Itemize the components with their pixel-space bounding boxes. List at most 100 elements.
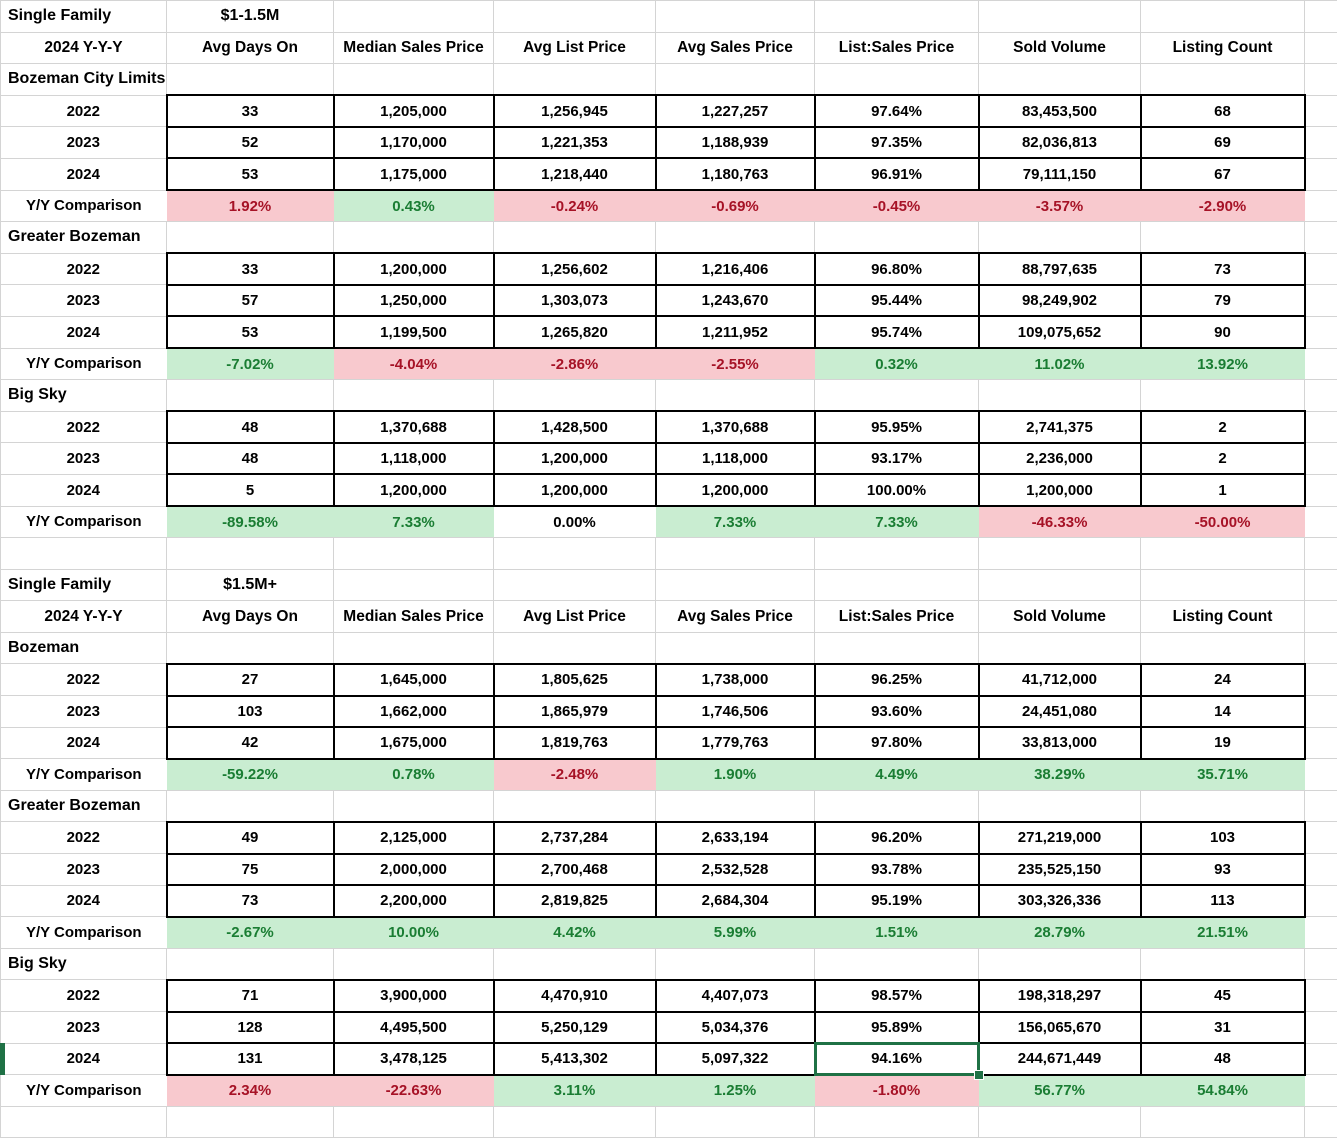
table-title[interactable]: Single Family [0,568,167,602]
column-header[interactable]: List:Sales Price [814,31,979,65]
empty-cell[interactable] [978,568,1141,602]
value-cell[interactable]: 2 [1139,410,1306,444]
empty-cell[interactable] [655,63,815,96]
empty-cell[interactable] [814,221,979,254]
value-cell[interactable]: 94.16% [813,1042,980,1076]
comparison-cell[interactable]: 1.25% [655,1074,815,1107]
empty-cell[interactable] [1140,379,1305,412]
empty-cell[interactable] [1304,221,1337,254]
value-cell[interactable]: 1,227,257 [654,94,816,128]
value-cell[interactable]: 41,712,000 [977,662,1142,697]
value-cell[interactable]: 69 [1139,125,1306,160]
value-cell[interactable]: 88,797,635 [977,252,1142,286]
empty-cell[interactable] [655,947,815,981]
comparison-cell[interactable]: -2.55% [655,347,815,381]
comparison-cell[interactable]: -46.33% [978,505,1141,539]
value-cell[interactable]: 1,118,000 [332,441,495,476]
value-cell[interactable]: 53 [165,157,335,192]
comparison-cell[interactable]: -2.90% [1140,189,1305,223]
value-cell[interactable]: 5,250,129 [492,1010,657,1045]
value-cell[interactable]: 67 [1139,157,1306,192]
empty-cell[interactable] [1304,600,1337,633]
empty-cell[interactable] [1304,631,1337,665]
column-header[interactable]: Avg Sales Price [655,31,815,65]
comparison-cell[interactable]: -50.00% [1140,505,1305,539]
empty-cell[interactable] [814,947,979,981]
value-cell[interactable]: 95.95% [813,410,980,444]
value-cell[interactable]: 1,428,500 [492,410,657,444]
empty-cell[interactable] [1140,568,1305,602]
section-label[interactable]: Greater Bozeman [0,221,167,254]
section-label[interactable]: Bozeman [0,631,167,665]
value-cell[interactable]: 68 [1139,94,1306,128]
empty-cell[interactable] [655,379,815,412]
price-range-label[interactable]: $1-1.5M [166,0,334,33]
value-cell[interactable]: 2,532,528 [654,852,816,887]
empty-cell[interactable] [166,63,334,96]
value-cell[interactable]: 49 [165,820,335,855]
comparison-cell[interactable]: 56.77% [978,1074,1141,1107]
column-header[interactable]: Sold Volume [978,31,1141,65]
value-cell[interactable]: 3,900,000 [332,978,495,1013]
empty-cell[interactable] [1304,442,1337,475]
empty-cell[interactable] [333,947,494,981]
empty-cell[interactable] [978,789,1141,823]
empty-cell[interactable] [978,947,1141,981]
column-header[interactable]: Avg Sales Price [655,600,815,633]
value-cell[interactable]: 79 [1139,283,1306,318]
value-cell[interactable]: 24,451,080 [977,694,1142,729]
empty-cell[interactable] [1304,884,1337,918]
empty-cell[interactable] [493,537,656,570]
price-range-label[interactable]: $1.5M+ [166,568,334,602]
value-cell[interactable]: 2,200,000 [332,884,495,918]
empty-cell[interactable] [1304,157,1337,191]
empty-cell[interactable] [0,537,167,570]
value-cell[interactable]: 2,684,304 [654,884,816,918]
comparison-cell[interactable]: -2.67% [166,916,334,949]
value-cell[interactable]: 1,200,000 [332,252,495,286]
value-cell[interactable]: 53 [165,315,335,350]
column-header[interactable]: Listing Count [1140,31,1305,65]
comparison-cell[interactable]: 38.29% [978,758,1141,791]
empty-cell[interactable] [1304,1105,1337,1138]
comparison-cell[interactable]: -1.80% [814,1074,979,1107]
empty-cell[interactable] [1304,126,1337,159]
value-cell[interactable]: 1,170,000 [332,125,495,160]
empty-cell[interactable] [655,789,815,823]
value-cell[interactable]: 1,211,952 [654,315,816,350]
value-cell[interactable]: 1,746,506 [654,694,816,729]
empty-cell[interactable] [1304,947,1337,981]
year-label[interactable]: 2024 [0,315,167,349]
empty-cell[interactable] [978,379,1141,412]
empty-cell[interactable] [333,568,494,602]
section-label[interactable]: Bozeman City Limits [0,63,167,96]
comparison-cell[interactable]: 21.51% [1140,916,1305,949]
value-cell[interactable]: 14 [1139,694,1306,729]
empty-cell[interactable] [1304,695,1337,728]
empty-cell[interactable] [1304,31,1337,65]
empty-cell[interactable] [978,63,1141,96]
empty-cell[interactable] [978,631,1141,665]
value-cell[interactable]: 57 [165,283,335,318]
value-cell[interactable]: 95.89% [813,1010,980,1045]
value-cell[interactable]: 244,671,449 [977,1042,1142,1076]
empty-cell[interactable] [1304,284,1337,317]
value-cell[interactable]: 97.80% [813,726,980,760]
empty-cell[interactable] [166,537,334,570]
comparison-cell[interactable]: 4.42% [493,916,656,949]
value-cell[interactable]: 95.74% [813,315,980,350]
value-cell[interactable]: 2,741,375 [977,410,1142,444]
empty-cell[interactable] [1304,853,1337,886]
empty-cell[interactable] [1304,726,1337,760]
value-cell[interactable]: 71 [165,978,335,1013]
year-label[interactable]: 2022 [0,94,167,128]
value-cell[interactable]: 1,250,000 [332,283,495,318]
value-cell[interactable]: 19 [1139,726,1306,760]
value-cell[interactable]: 2,125,000 [332,820,495,855]
comparison-label[interactable]: Y/Y Comparison [0,916,167,949]
empty-cell[interactable] [814,63,979,96]
fill-handle[interactable] [974,1070,984,1080]
column-header[interactable]: Avg List Price [493,600,656,633]
value-cell[interactable]: 2,000,000 [332,852,495,887]
value-cell[interactable]: 24 [1139,662,1306,697]
